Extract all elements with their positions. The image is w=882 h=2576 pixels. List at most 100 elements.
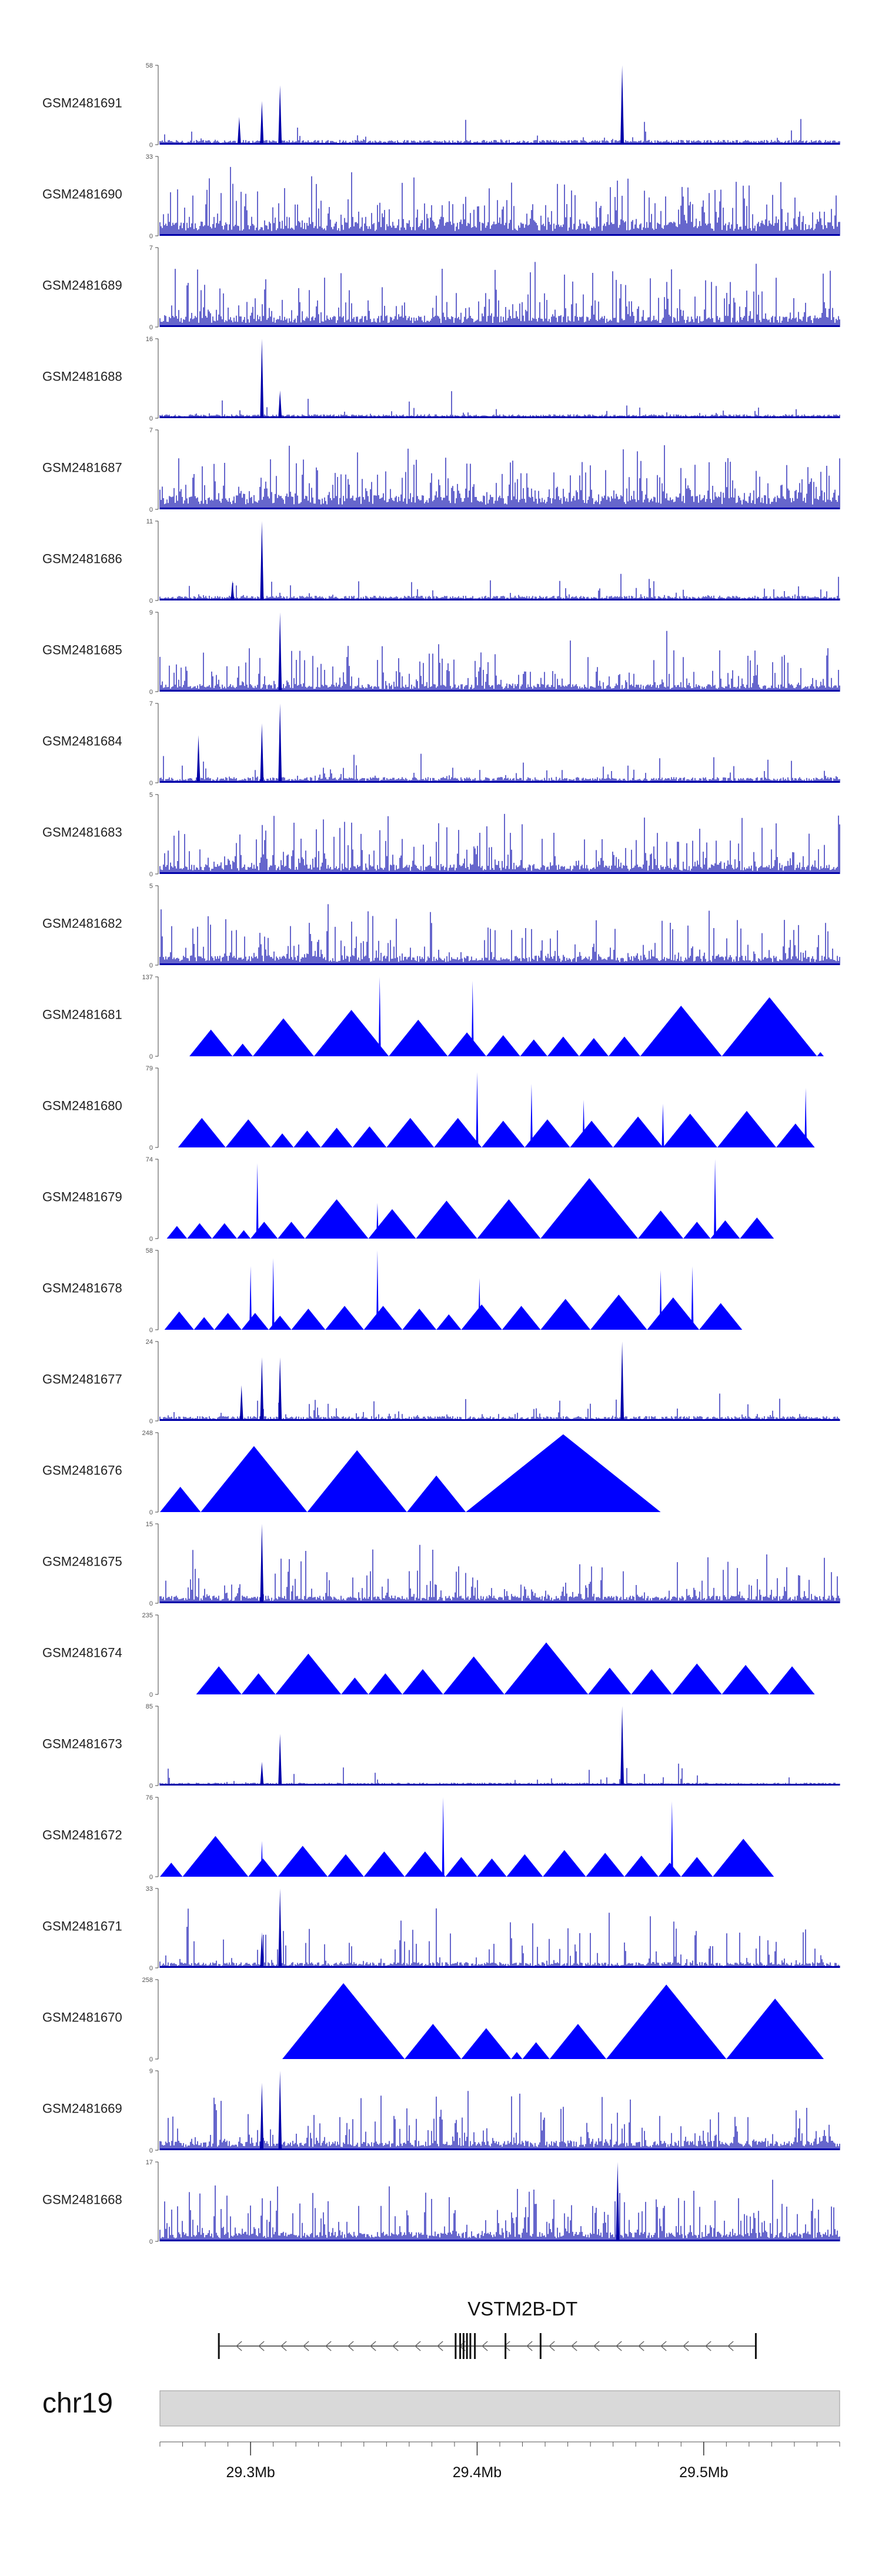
- track-label: GSM2481685: [42, 643, 122, 658]
- exon: [505, 2333, 507, 2359]
- y-min-label: 0: [149, 142, 153, 149]
- track-GSM2481671: GSM2481671 33 0: [42, 1886, 840, 1972]
- track-GSM2481680: GSM2481680 79 0: [42, 1065, 815, 1152]
- y-min-label: 0: [149, 233, 153, 240]
- track-label: GSM2481676: [42, 1463, 122, 1478]
- coverage-baseline: [160, 325, 840, 327]
- coverage-segment: [201, 1446, 308, 1512]
- track-GSM2481675: GSM2481675 15 0: [42, 1521, 840, 1607]
- coverage-signal: [159, 262, 840, 327]
- coverage-peak: [272, 1258, 275, 1330]
- coverage-segment: [164, 1311, 194, 1330]
- y-min-label: 0: [149, 1236, 153, 1243]
- coverage-segment: [278, 1846, 328, 1877]
- coverage-segment: [282, 1983, 405, 2059]
- y-max-label: 248: [142, 1430, 153, 1437]
- coverage-segment: [237, 1230, 251, 1239]
- coverage-peak: [260, 1761, 264, 1786]
- coverage-segment: [640, 1005, 722, 1056]
- y-max-label: 137: [142, 974, 153, 981]
- track-label: GSM2481677: [42, 1372, 122, 1387]
- track-GSM2481669: GSM2481669 9 0: [42, 2068, 840, 2154]
- coverage-signal: [159, 630, 840, 692]
- coverage-segment: [320, 1127, 353, 1147]
- track-GSM2481678: GSM2481678 58 0: [42, 1247, 743, 1334]
- coverage-signal: [159, 1544, 840, 1603]
- coverage-segment: [486, 1035, 520, 1056]
- coverage-segment: [624, 1856, 659, 1877]
- coverage-segment: [232, 1043, 253, 1056]
- strand-arrow: [571, 2341, 577, 2351]
- track-GSM2481676: GSM2481676 248 0: [42, 1430, 661, 1516]
- y-min-label: 0: [149, 2238, 153, 2245]
- coverage-peak: [260, 723, 264, 783]
- coverage-segment: [352, 1126, 387, 1147]
- coverage-segment: [522, 2042, 550, 2059]
- coverage-peak: [278, 612, 282, 692]
- track-label: GSM2481686: [42, 552, 122, 566]
- track-label: GSM2481690: [42, 187, 122, 202]
- track-GSM2481668: GSM2481668 17 0: [42, 2159, 840, 2245]
- track-label: GSM2481689: [42, 278, 122, 293]
- coverage-segment: [416, 1200, 477, 1239]
- coverage-peak: [476, 1072, 479, 1147]
- coverage-peak: [442, 1797, 445, 1877]
- coverage-segment: [405, 2024, 462, 2059]
- y-max-label: 235: [142, 1612, 153, 1619]
- y-min-label: 0: [149, 962, 153, 969]
- coverage-peak: [278, 2071, 282, 2150]
- coverage-peak: [239, 1385, 243, 1421]
- coverage-peak: [714, 1159, 717, 1239]
- coverage-peak: [278, 1357, 282, 1421]
- coverage-segment: [504, 1642, 589, 1694]
- coverage-segment: [638, 1210, 684, 1239]
- coverage-segment: [445, 1857, 477, 1877]
- coverage-segment: [328, 1854, 364, 1877]
- y-max-label: 16: [146, 336, 153, 343]
- coverage-segment: [166, 1226, 188, 1239]
- coverage-segment: [721, 997, 817, 1056]
- coverage-peak: [662, 1103, 664, 1147]
- track-label: GSM2481683: [42, 825, 122, 840]
- coverage-peak: [196, 735, 201, 783]
- coverage-segment: [275, 1653, 342, 1694]
- coverage-segment: [436, 1314, 462, 1330]
- y-max-label: 17: [146, 2159, 153, 2166]
- y-max-label: 74: [146, 1156, 153, 1163]
- coverage-segment: [160, 1863, 183, 1877]
- y-min-label: 0: [149, 2056, 153, 2063]
- coverage-segment: [178, 1117, 226, 1147]
- track-GSM2481688: GSM2481688 16 0: [42, 336, 840, 422]
- coverage-segment: [586, 1853, 624, 1877]
- y-max-label: 5: [149, 883, 153, 890]
- coverage-peak: [478, 1278, 481, 1330]
- coverage-segment: [776, 1123, 815, 1147]
- coverage-peak: [260, 1357, 264, 1421]
- coverage-segment: [212, 1223, 238, 1239]
- exon: [462, 2333, 465, 2359]
- coverage-signal: [159, 813, 840, 874]
- coverage-peak: [260, 1524, 264, 1603]
- strand-arrow: [236, 2341, 242, 2351]
- strand-arrow: [370, 2341, 376, 2351]
- coverage-baseline: [160, 872, 840, 874]
- coverage-segment: [250, 1222, 278, 1239]
- coverage-segment: [402, 1669, 443, 1694]
- coverage-peak: [670, 1801, 673, 1877]
- coverage-baseline: [160, 1784, 840, 1786]
- y-min-label: 0: [149, 1144, 153, 1152]
- coverage-baseline: [160, 143, 840, 145]
- track-GSM2481682: GSM2481682 5 0: [42, 883, 840, 969]
- track-GSM2481677: GSM2481677 24 0: [42, 1339, 840, 1425]
- track-label: GSM2481687: [42, 461, 122, 475]
- y-max-label: 7: [149, 700, 153, 708]
- coverage-segment: [389, 1019, 448, 1056]
- strand-arrow: [705, 2341, 711, 2351]
- coverage-peak: [471, 980, 474, 1056]
- coverage-segment: [214, 1313, 242, 1330]
- coverage-segment: [570, 1120, 613, 1147]
- y-max-label: 33: [146, 154, 153, 161]
- coverage-peak: [691, 1266, 694, 1330]
- coverage-segment: [769, 1666, 815, 1694]
- strand-arrow: [660, 2341, 667, 2351]
